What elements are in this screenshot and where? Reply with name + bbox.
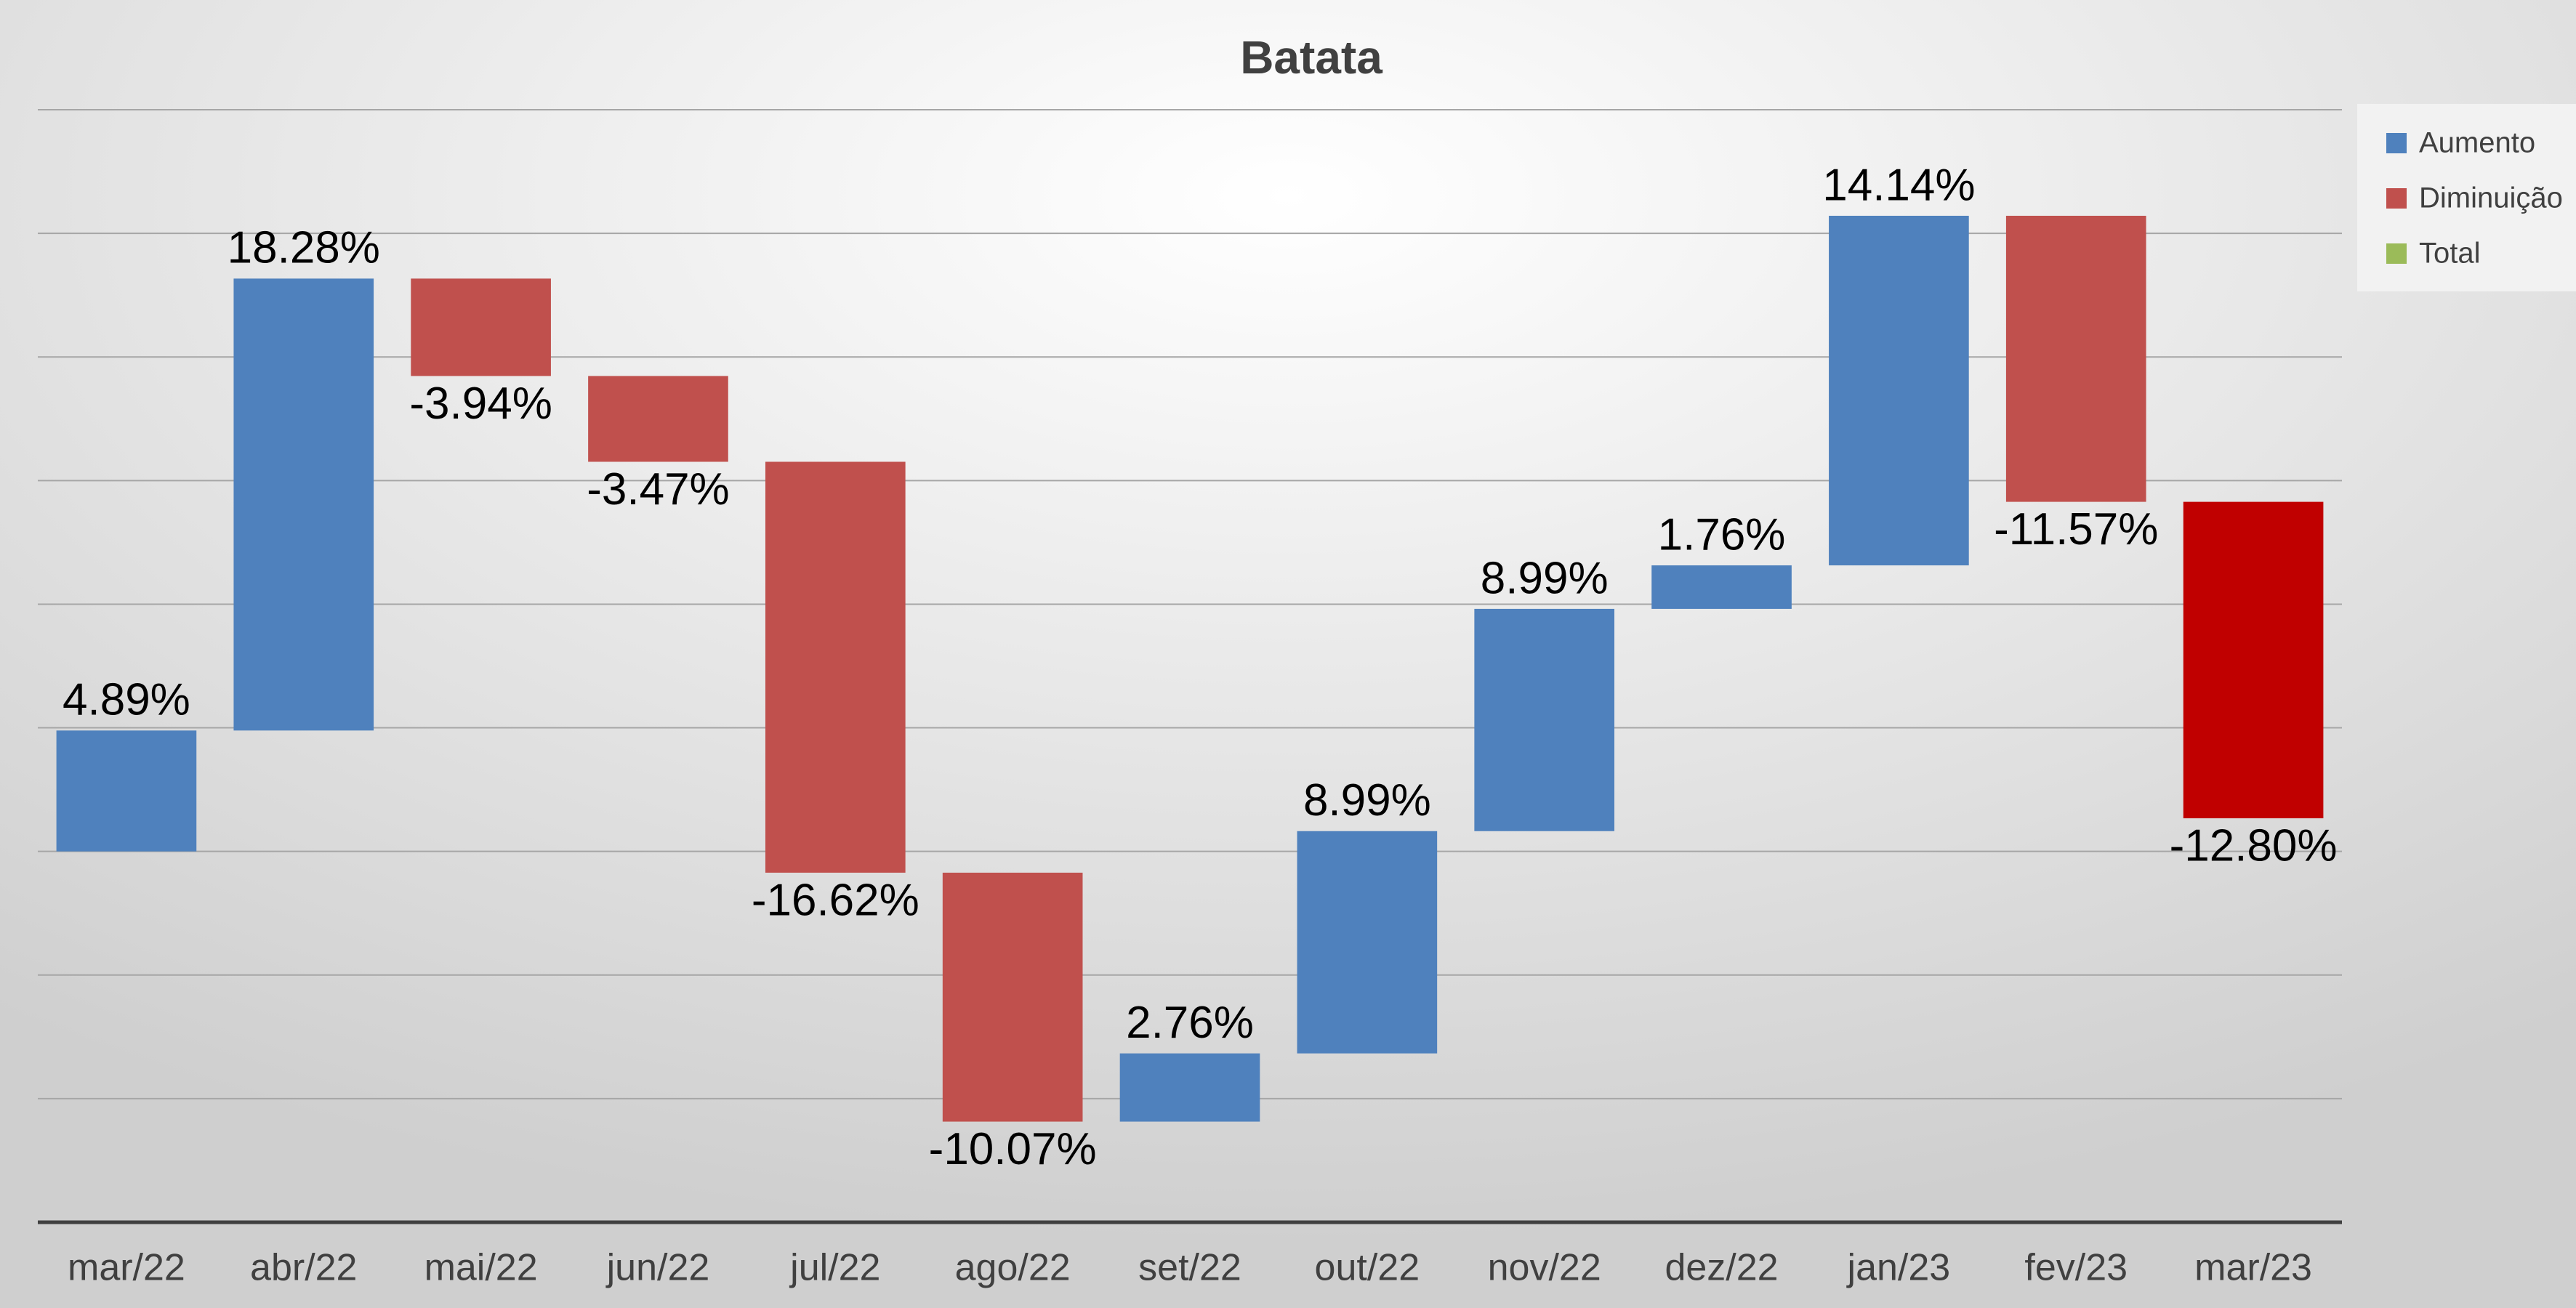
data-label: 8.99% [1303,775,1431,825]
x-tick-label: nov/22 [1488,1247,1601,1289]
legend-swatch [2386,133,2407,153]
x-tick-label: mai/22 [424,1247,538,1289]
bar [1651,565,1792,609]
bar [765,461,906,873]
bar [2183,501,2324,819]
bar [1297,831,1438,1054]
legend-label: Total [2419,238,2481,270]
x-tick-label: mar/22 [68,1247,185,1289]
data-label: -10.07% [929,1124,1097,1174]
x-tick-label: dez/22 [1665,1247,1778,1289]
bar [233,278,374,731]
chart-title: Batata [1240,31,1382,84]
x-tick-label: abr/22 [250,1247,357,1289]
data-label: 1.76% [1658,509,1786,560]
legend-swatch [2386,188,2407,209]
x-tick-label: mar/23 [2194,1247,2312,1289]
bar [1474,608,1615,831]
legend-label: Diminuição [2419,182,2563,214]
data-label: 8.99% [1481,553,1609,603]
x-tick-label: ago/22 [955,1247,1071,1289]
bar [2005,215,2146,502]
x-tick-label: jun/22 [605,1247,710,1289]
bar [1119,1053,1260,1122]
bar [56,730,197,852]
data-label: -3.94% [409,379,552,429]
data-label: 14.14% [1822,160,1975,210]
data-label: 2.76% [1126,998,1254,1048]
x-tick-label: set/22 [1138,1247,1241,1289]
bar [942,872,1083,1122]
bar [411,278,551,376]
bar [1829,215,1969,566]
bar [588,376,728,462]
data-label: 18.28% [228,223,380,273]
x-tick-label: jul/22 [789,1247,880,1289]
x-tick-label: jan/23 [1846,1247,1951,1289]
x-tick-label: out/22 [1315,1247,1420,1289]
data-label: -3.47% [587,464,729,514]
data-label: 4.89% [63,675,190,725]
data-label: -11.57% [1994,504,2158,554]
x-tick-label: fev/23 [2024,1247,2128,1289]
data-label: -16.62% [752,875,919,925]
legend-label: Aumento [2419,127,2535,159]
legend-swatch [2386,243,2407,264]
data-label: -12.80% [2170,820,2338,871]
